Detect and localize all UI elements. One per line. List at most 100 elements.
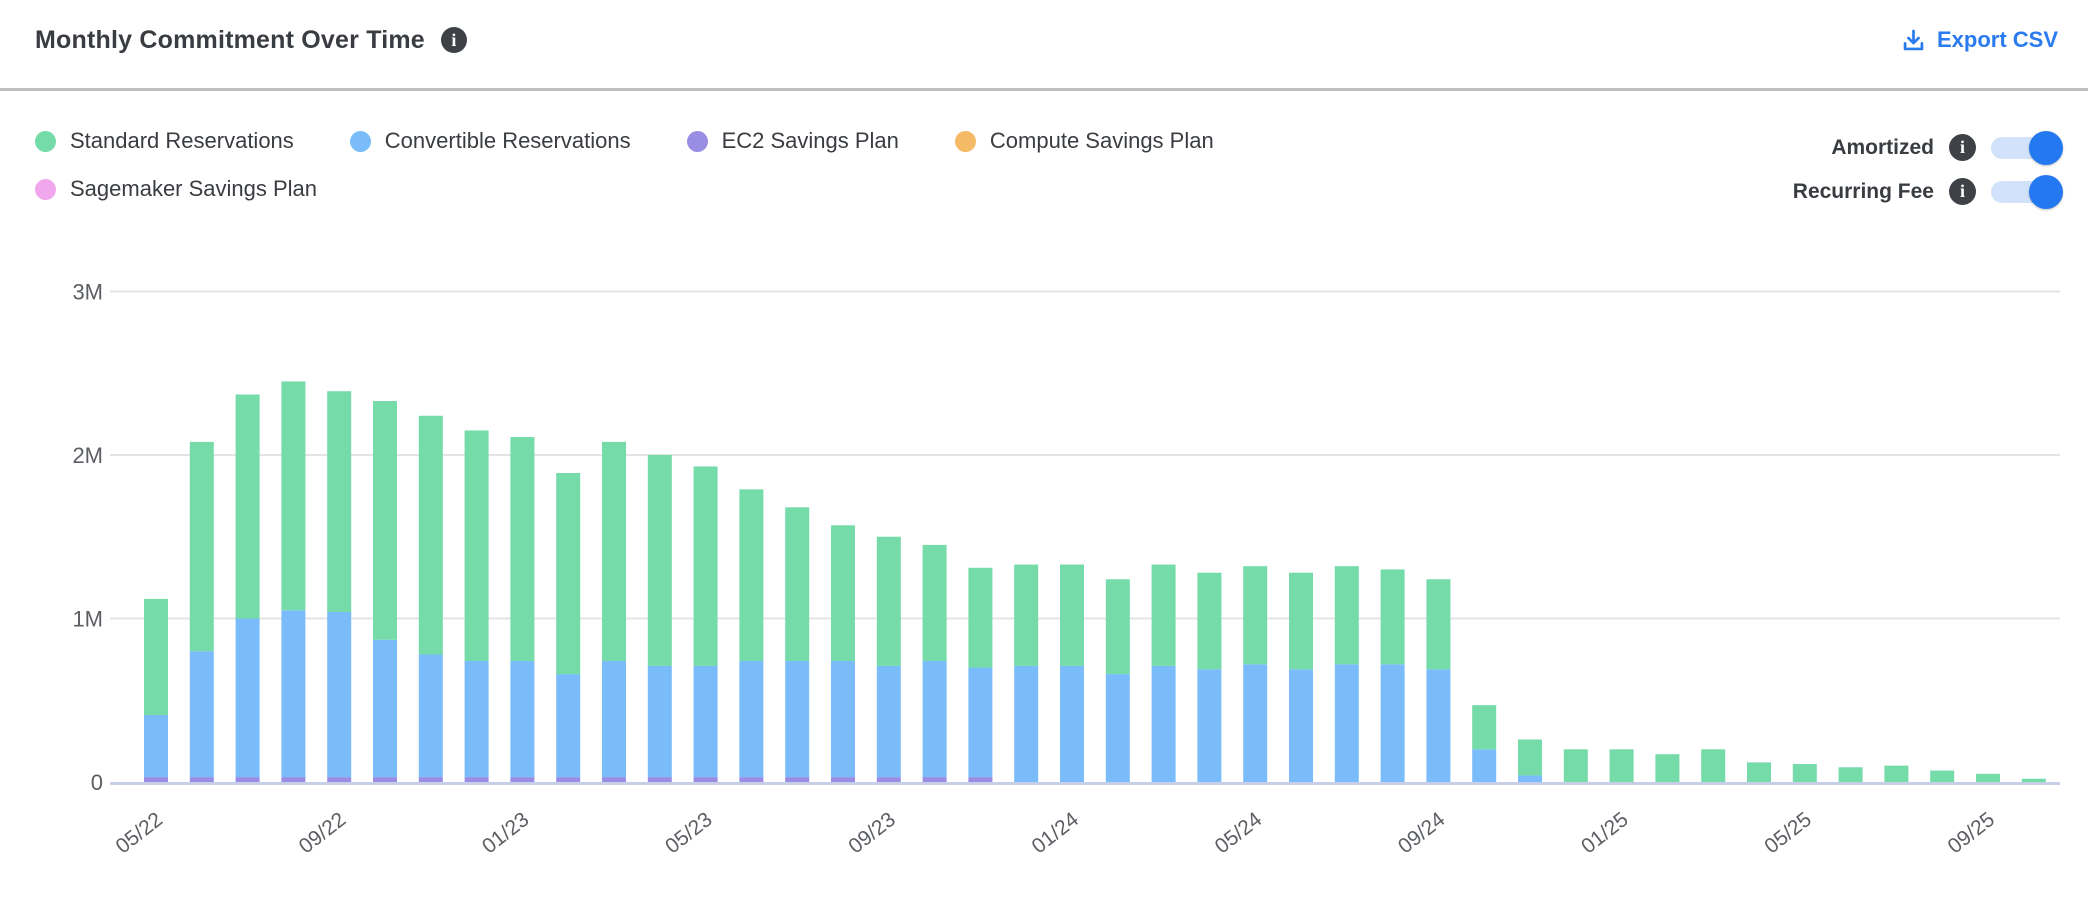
bar-segment[interactable] bbox=[1518, 739, 1542, 776]
bar-segment[interactable] bbox=[647, 665, 672, 778]
bar-segment[interactable] bbox=[1976, 773, 2000, 782]
bar-segment[interactable] bbox=[1472, 705, 1497, 750]
bar-segment[interactable] bbox=[144, 598, 168, 715]
amortized-info-icon[interactable]: i bbox=[1949, 134, 1976, 161]
bar-segment[interactable] bbox=[189, 441, 214, 652]
recurring-fee-info-icon[interactable]: i bbox=[1949, 178, 1976, 205]
bar-segment[interactable] bbox=[510, 777, 535, 782]
bar-segment[interactable] bbox=[235, 777, 260, 782]
bar-segment[interactable] bbox=[1380, 664, 1405, 782]
bar-segment[interactable] bbox=[327, 391, 352, 612]
bar-segment[interactable] bbox=[464, 777, 489, 782]
bar-segment[interactable] bbox=[235, 394, 260, 619]
bar-segment[interactable] bbox=[1151, 564, 1176, 666]
bar-segment[interactable] bbox=[1838, 767, 1863, 782]
title-info-icon[interactable]: i bbox=[440, 27, 467, 53]
bar-segment[interactable] bbox=[1105, 579, 1130, 675]
legend-item-compute-savings-plan[interactable]: Compute Savings Plan bbox=[954, 128, 1214, 154]
bar-segment[interactable] bbox=[831, 777, 855, 782]
bar-segment[interactable] bbox=[831, 661, 855, 778]
bar-segment[interactable] bbox=[189, 651, 214, 778]
bar-segment[interactable] bbox=[647, 777, 672, 782]
bar-segment[interactable] bbox=[831, 525, 855, 662]
bar-segment[interactable] bbox=[1701, 749, 1726, 782]
recurring-fee-switch[interactable] bbox=[1991, 174, 2063, 209]
bar-segment[interactable] bbox=[602, 661, 626, 778]
bar-segment[interactable] bbox=[968, 667, 993, 778]
bar-segment[interactable] bbox=[1334, 664, 1359, 782]
bar-segment[interactable] bbox=[1243, 566, 1268, 665]
bar-segment[interactable] bbox=[235, 618, 260, 778]
bar-segment[interactable] bbox=[876, 665, 901, 778]
bar-segment[interactable] bbox=[1060, 665, 1084, 782]
bar-segment[interactable] bbox=[418, 654, 443, 778]
bar-segment[interactable] bbox=[1655, 754, 1680, 782]
bar-segment[interactable] bbox=[281, 777, 306, 782]
amortized-switch[interactable] bbox=[1991, 130, 2063, 165]
export-csv-button[interactable]: Export CSV bbox=[1900, 27, 2058, 54]
bar-segment[interactable] bbox=[647, 455, 672, 666]
bar-segment[interactable] bbox=[1472, 749, 1497, 782]
bar-segment[interactable] bbox=[1334, 566, 1359, 665]
bar-segment[interactable] bbox=[922, 661, 947, 778]
bar-segment[interactable] bbox=[373, 401, 397, 640]
bar-segment[interactable] bbox=[1518, 775, 1542, 782]
bar-segment[interactable] bbox=[785, 661, 810, 778]
bar-segment[interactable] bbox=[510, 661, 535, 778]
bar-segment[interactable] bbox=[418, 415, 443, 655]
bar-segment[interactable] bbox=[876, 536, 901, 666]
bar-segment[interactable] bbox=[602, 777, 626, 782]
bar-segment[interactable] bbox=[1105, 674, 1130, 782]
bar-segment[interactable] bbox=[373, 639, 397, 778]
bar-segment[interactable] bbox=[1884, 765, 1909, 782]
bar-segment[interactable] bbox=[876, 777, 901, 782]
bar-segment[interactable] bbox=[785, 507, 810, 662]
bar-segment[interactable] bbox=[281, 381, 306, 611]
legend-item-ec2-savings-plan[interactable]: EC2 Savings Plan bbox=[686, 128, 899, 154]
bar-segment[interactable] bbox=[1426, 579, 1451, 670]
legend-item-standard-reservations[interactable]: Standard Reservations bbox=[35, 128, 294, 154]
bar-segment[interactable] bbox=[418, 777, 443, 782]
bar-segment[interactable] bbox=[510, 437, 535, 662]
bar-segment[interactable] bbox=[693, 777, 718, 782]
legend-item-sagemaker-savings-plan[interactable]: Sagemaker Savings Plan bbox=[35, 176, 317, 202]
bar-segment[interactable] bbox=[693, 665, 718, 778]
bar-segment[interactable] bbox=[1563, 749, 1588, 782]
bar-segment[interactable] bbox=[189, 777, 214, 782]
bar-segment[interactable] bbox=[1014, 564, 1039, 666]
bar-segment[interactable] bbox=[1426, 669, 1451, 782]
bar-segment[interactable] bbox=[1197, 572, 1222, 670]
bar-segment[interactable] bbox=[1289, 572, 1313, 670]
bar-segment[interactable] bbox=[1060, 564, 1084, 666]
bar-segment[interactable] bbox=[1289, 669, 1313, 782]
bar-segment[interactable] bbox=[144, 777, 168, 782]
bar-segment[interactable] bbox=[556, 777, 581, 782]
bar-segment[interactable] bbox=[1747, 762, 1771, 782]
bar-segment[interactable] bbox=[1930, 770, 1955, 782]
bar-segment[interactable] bbox=[739, 661, 764, 778]
bar-segment[interactable] bbox=[1197, 669, 1222, 782]
bar-segment[interactable] bbox=[556, 472, 581, 675]
bar-segment[interactable] bbox=[1792, 764, 1817, 782]
bar-segment[interactable] bbox=[922, 777, 947, 782]
bar-segment[interactable] bbox=[602, 441, 626, 662]
legend-item-convertible-reservations[interactable]: Convertible Reservations bbox=[349, 128, 631, 154]
bar-segment[interactable] bbox=[693, 466, 718, 666]
bar-segment[interactable] bbox=[556, 674, 581, 778]
bar-segment[interactable] bbox=[2021, 778, 2046, 782]
bar-segment[interactable] bbox=[464, 661, 489, 778]
bar-segment[interactable] bbox=[1243, 664, 1268, 782]
bar-segment[interactable] bbox=[327, 611, 352, 778]
bar-segment[interactable] bbox=[327, 777, 352, 782]
bar-segment[interactable] bbox=[968, 567, 993, 668]
bar-segment[interactable] bbox=[785, 777, 810, 782]
bar-segment[interactable] bbox=[739, 489, 764, 662]
bar-segment[interactable] bbox=[464, 430, 489, 662]
bar-segment[interactable] bbox=[373, 777, 397, 782]
bar-segment[interactable] bbox=[1609, 749, 1634, 782]
bar-segment[interactable] bbox=[1151, 665, 1176, 782]
bar-segment[interactable] bbox=[281, 610, 306, 778]
bar-segment[interactable] bbox=[1014, 665, 1039, 782]
bar-segment[interactable] bbox=[968, 777, 993, 782]
